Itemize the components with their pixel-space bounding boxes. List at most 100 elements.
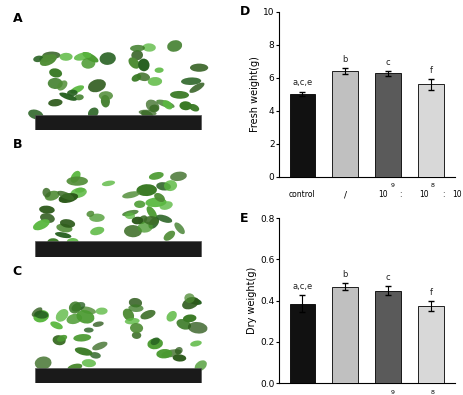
Ellipse shape <box>161 349 181 357</box>
Ellipse shape <box>74 52 91 61</box>
Ellipse shape <box>35 356 51 370</box>
Ellipse shape <box>174 222 184 234</box>
Ellipse shape <box>63 193 77 199</box>
Ellipse shape <box>73 334 91 342</box>
Ellipse shape <box>88 107 98 118</box>
Text: e: e <box>33 273 39 283</box>
Ellipse shape <box>58 194 72 201</box>
Ellipse shape <box>39 55 51 62</box>
Ellipse shape <box>129 298 142 307</box>
Ellipse shape <box>67 364 82 371</box>
Ellipse shape <box>175 347 182 354</box>
Ellipse shape <box>81 58 95 69</box>
Text: 8: 8 <box>430 183 434 188</box>
Ellipse shape <box>31 307 42 317</box>
Ellipse shape <box>33 56 44 62</box>
Ellipse shape <box>100 95 110 107</box>
Ellipse shape <box>50 322 63 329</box>
Ellipse shape <box>144 216 158 225</box>
Text: b: b <box>342 55 347 64</box>
Ellipse shape <box>170 171 187 181</box>
Text: c: c <box>385 58 390 67</box>
Ellipse shape <box>76 310 94 324</box>
Ellipse shape <box>179 101 192 110</box>
Ellipse shape <box>159 201 172 210</box>
Ellipse shape <box>84 327 94 333</box>
Bar <box>417 85 443 177</box>
Text: D: D <box>239 5 250 18</box>
Ellipse shape <box>90 352 100 359</box>
Ellipse shape <box>75 188 85 193</box>
Ellipse shape <box>172 354 186 361</box>
Ellipse shape <box>28 109 43 120</box>
Ellipse shape <box>125 318 139 324</box>
Ellipse shape <box>71 302 85 312</box>
Ellipse shape <box>55 232 71 238</box>
Ellipse shape <box>128 57 139 69</box>
Ellipse shape <box>60 219 75 228</box>
Ellipse shape <box>66 177 88 186</box>
Ellipse shape <box>156 182 170 190</box>
Ellipse shape <box>52 335 66 345</box>
Text: 9: 9 <box>389 183 394 188</box>
Text: :: : <box>398 190 400 199</box>
Ellipse shape <box>56 309 68 322</box>
Ellipse shape <box>138 110 156 116</box>
Ellipse shape <box>156 214 172 223</box>
Bar <box>332 287 357 383</box>
Ellipse shape <box>170 91 188 99</box>
Ellipse shape <box>140 310 155 320</box>
Ellipse shape <box>163 100 172 109</box>
Ellipse shape <box>56 224 72 232</box>
Ellipse shape <box>138 215 147 224</box>
Ellipse shape <box>67 238 78 245</box>
Ellipse shape <box>81 359 96 367</box>
Ellipse shape <box>131 332 141 339</box>
Ellipse shape <box>149 105 158 112</box>
Ellipse shape <box>194 360 206 371</box>
Text: 10: 10 <box>419 190 428 199</box>
Ellipse shape <box>147 338 163 349</box>
Bar <box>35 115 200 130</box>
Text: a: a <box>33 20 39 30</box>
Bar <box>332 71 357 177</box>
Text: /: / <box>343 190 346 199</box>
Ellipse shape <box>154 68 163 73</box>
Ellipse shape <box>67 90 77 96</box>
Ellipse shape <box>40 213 55 223</box>
Ellipse shape <box>57 335 67 342</box>
Text: E: E <box>239 212 248 224</box>
Ellipse shape <box>145 198 166 207</box>
Ellipse shape <box>166 311 176 322</box>
Ellipse shape <box>66 314 82 324</box>
Ellipse shape <box>45 191 60 201</box>
Ellipse shape <box>59 53 73 61</box>
Ellipse shape <box>93 322 104 327</box>
Ellipse shape <box>122 191 139 198</box>
Ellipse shape <box>88 79 106 92</box>
Ellipse shape <box>184 293 194 303</box>
Ellipse shape <box>131 74 141 82</box>
Y-axis label: Fresh weight(g): Fresh weight(g) <box>250 56 260 132</box>
Ellipse shape <box>141 110 153 120</box>
Ellipse shape <box>181 77 201 85</box>
Ellipse shape <box>154 193 164 202</box>
Ellipse shape <box>59 92 77 101</box>
Ellipse shape <box>40 54 56 66</box>
Ellipse shape <box>130 323 143 333</box>
Text: b: b <box>342 270 347 279</box>
Ellipse shape <box>80 307 96 314</box>
Ellipse shape <box>182 314 196 322</box>
Ellipse shape <box>187 297 201 305</box>
Ellipse shape <box>47 238 59 246</box>
Ellipse shape <box>57 81 67 90</box>
Ellipse shape <box>176 319 191 330</box>
Ellipse shape <box>167 40 182 52</box>
Ellipse shape <box>148 77 162 86</box>
Ellipse shape <box>86 211 94 217</box>
Text: d: d <box>123 147 130 157</box>
Ellipse shape <box>125 213 135 219</box>
Ellipse shape <box>39 206 55 214</box>
Ellipse shape <box>134 201 145 208</box>
Ellipse shape <box>89 214 105 222</box>
